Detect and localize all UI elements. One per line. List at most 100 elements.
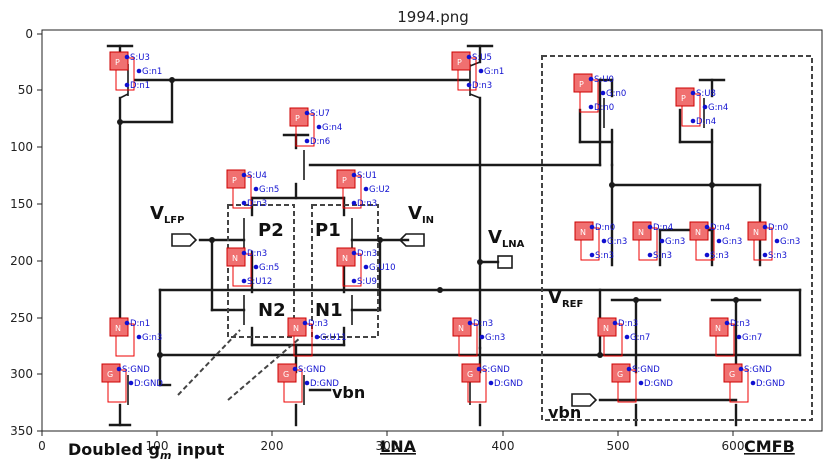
pin-dot	[724, 320, 730, 326]
annotation-type: P	[579, 80, 584, 89]
pin-label: D:GND	[134, 379, 163, 389]
y-tick-label: 200	[10, 254, 33, 268]
pin-dot	[253, 186, 259, 192]
annotation-type: P	[295, 114, 300, 123]
pin-dot	[588, 104, 594, 110]
pin-label: G:n7	[742, 333, 762, 343]
pin-dot	[124, 82, 130, 88]
annotation-badge	[336, 247, 356, 267]
annotation-type: G	[107, 370, 113, 379]
pin-label: D:n4	[710, 223, 730, 233]
y-tick-label: 300	[10, 367, 33, 381]
pin-label: D:n6	[310, 137, 330, 147]
pin-label: D:n3	[357, 249, 377, 259]
pin-label: G:n5	[259, 263, 279, 273]
pin-label: G:n3	[142, 333, 162, 343]
pin-dot	[588, 76, 594, 82]
pin-label: S:U12	[247, 277, 272, 287]
pin-dot	[116, 366, 122, 372]
pin-label: G:U10	[369, 263, 396, 273]
n2-label: N2	[258, 300, 286, 321]
pin-dot	[589, 224, 595, 230]
annotation-badge	[709, 317, 729, 337]
pin-label: S:n3	[710, 251, 729, 261]
annotation-badge	[226, 169, 246, 189]
cmfb-label: CMFB	[744, 437, 795, 456]
device-annotation: P S:U7 G:n4 D:n6	[289, 107, 342, 147]
pin-label: D:n3	[357, 199, 377, 209]
pin-label: G:n3	[722, 237, 742, 247]
pin-dot	[612, 320, 618, 326]
pin-label: D:n3	[618, 319, 638, 329]
annotation-type: N	[580, 228, 586, 237]
pin-dot	[476, 366, 482, 372]
pin-label: G:n3	[780, 237, 800, 247]
pin-dot	[601, 238, 607, 244]
y-axis: 0 50 100 150 200 250 300 350	[10, 27, 42, 438]
pin-dot	[136, 68, 142, 74]
annotation-type: N	[458, 324, 464, 333]
pin-label: S:GND	[744, 365, 772, 375]
pin-label: S:U4	[247, 171, 267, 181]
pin-label: D:GND	[644, 379, 673, 389]
x-tick-label: 500	[607, 439, 630, 453]
pin-label: S:U8	[696, 89, 716, 99]
pin-label: S:U3	[130, 53, 150, 63]
x-tick-label: 400	[492, 439, 515, 453]
annotation-badge	[109, 317, 129, 337]
pin-dot	[466, 82, 472, 88]
pin-dot	[304, 380, 310, 386]
annotation-type: N	[695, 228, 701, 237]
pin-label: G:U2	[369, 185, 390, 195]
device-annotation: N D:n0 G:n3 S:n3	[747, 221, 800, 261]
y-tick-label: 350	[10, 424, 33, 438]
p1-label: P1	[315, 220, 341, 241]
x-tick-label: 300	[376, 439, 399, 453]
annotation-badge	[611, 363, 631, 383]
pin-label: S:GND	[482, 365, 510, 375]
annotation-badge	[336, 169, 356, 189]
device-annotation: G S:GND D:GND	[277, 363, 339, 403]
y-tick-label: 150	[10, 197, 33, 211]
circuit-labels: VLFP VIN VLNA VREF P2 P1 N2 N1 vbn vbn D…	[68, 203, 795, 462]
annotation-badge	[101, 363, 121, 383]
annotation-badge	[226, 247, 246, 267]
x-tick-label: 600	[722, 439, 745, 453]
pin-dot	[304, 110, 310, 116]
pin-label: D:n0	[768, 223, 788, 233]
annotation-badge	[574, 221, 594, 241]
pin-label: G:n4	[322, 123, 342, 133]
device-annotation: N D:n1 G:n3	[109, 317, 162, 357]
pin-label: G:n7	[630, 333, 650, 343]
annotation-type: P	[342, 176, 347, 185]
pin-dot	[626, 366, 632, 372]
pin-label: S:GND	[632, 365, 660, 375]
annotation-type: G	[729, 370, 735, 379]
annotation-type: G	[467, 370, 473, 379]
device-annotations: P S:U3G:n1D:n1P S:U5G:n1D:n3 P S:U0G:n0D:n0P…	[101, 51, 800, 403]
pin-dot	[716, 238, 722, 244]
annotation-badge	[277, 363, 297, 383]
device-annotation: P S:U1 G:U2 D:n3	[336, 169, 390, 209]
pin-dot	[314, 334, 320, 340]
pin-label: D:n1	[130, 319, 150, 329]
pin-dot	[479, 334, 485, 340]
pin-dot	[128, 380, 134, 386]
vbn-center-label: vbn	[332, 383, 365, 402]
pin-label: G:n5	[259, 185, 279, 195]
pin-label: S:U9	[357, 277, 377, 287]
annotation-type: N	[753, 228, 759, 237]
device-annotation: G S:GND D:GND	[101, 363, 163, 403]
annotation-badge	[451, 51, 471, 71]
device-annotation: P S:U5 G:n1 D:n3	[451, 51, 504, 91]
figure-title: 1994.png	[397, 8, 469, 26]
pin-label: D:n0	[594, 103, 614, 113]
vbn-right-label: vbn	[548, 403, 581, 422]
pin-label: D:GND	[494, 379, 523, 389]
pin-label: G:n4	[708, 103, 728, 113]
pin-label: S:n3	[595, 251, 614, 261]
pin-dot	[124, 54, 130, 60]
annotation-badge	[287, 317, 307, 337]
doubled-input-label: Doubled gm input	[68, 440, 225, 462]
junction-dots	[117, 77, 739, 358]
